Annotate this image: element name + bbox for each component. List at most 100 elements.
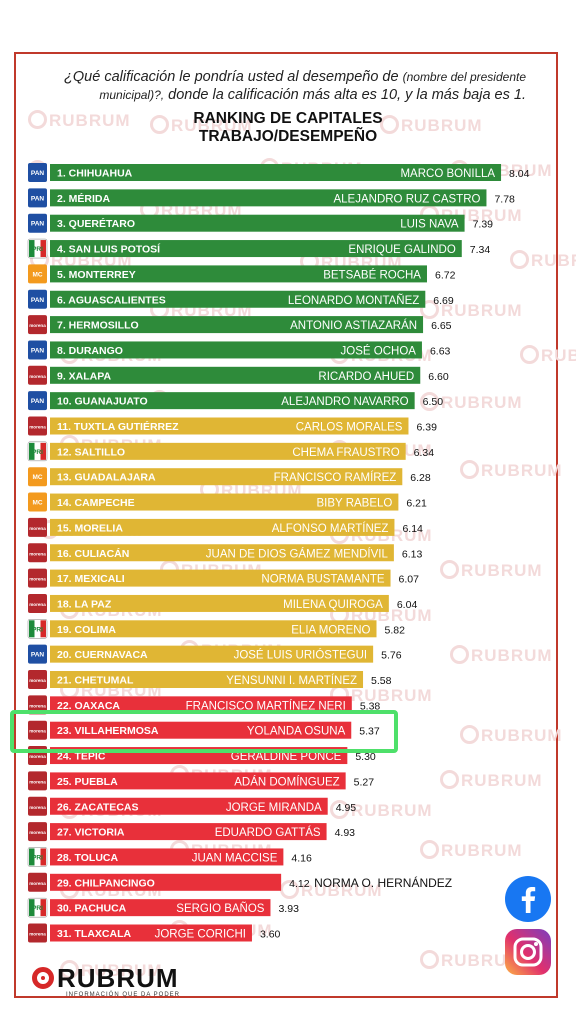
bar	[50, 392, 415, 410]
bar	[50, 417, 409, 435]
watermark-ring-icon	[520, 345, 539, 364]
bar-row: PAN 8. DURANGO JOSÉ OCHOA 6.63	[28, 340, 451, 360]
party-badge-icon: morena	[28, 796, 47, 816]
value-label: 6.14	[402, 523, 423, 535]
category-label: 16. CULIACÁN	[57, 547, 129, 560]
value-label: 5.82	[385, 624, 406, 636]
party-badge-icon: morena	[28, 695, 47, 715]
bar	[50, 544, 394, 562]
category-label: 27. VICTORIA	[57, 827, 125, 839]
party-badge-bg	[28, 492, 47, 512]
value-label: 3.93	[278, 903, 299, 915]
party-badge-bg	[28, 289, 47, 309]
bar-row: morena 15. MORELIA ALFONSO MARTÍNEZ 6.14	[28, 517, 423, 537]
party-badge-stripe	[29, 442, 35, 460]
logo-word: RUBRUM	[57, 963, 179, 993]
category-label: 17. MEXICALI	[57, 573, 125, 585]
party-badge-label: PAN	[31, 297, 45, 304]
watermark-ring-icon	[150, 115, 169, 134]
watermark-text: RUBRUM	[351, 801, 433, 820]
watermark-ring-icon	[440, 560, 459, 579]
party-badge-label: morena	[29, 932, 46, 937]
value-label: 5.58	[371, 675, 392, 687]
bar	[50, 620, 377, 638]
mayor-name: FRANCISCO RAMÍREZ	[274, 471, 397, 484]
bar-row: morena 11. TUXTLA GUTIÉRREZ CARLOS MORALES…	[28, 416, 437, 436]
category-label: 31. TLAXCALA	[57, 928, 132, 940]
chart-title: RANKING DE CAPITALES TRABAJO/DESEMPEÑO	[150, 110, 426, 146]
bar-row: morena 27. VICTORIA EDUARDO GATTÁS 4.93	[28, 822, 356, 842]
category-label: 24. TEPIC	[57, 751, 106, 763]
party-badge-icon: PAN	[28, 163, 47, 182]
category-label: 3. QUERÉTARO	[57, 217, 135, 230]
instagram-icon[interactable]	[504, 928, 552, 976]
party-badge-stripe	[40, 848, 46, 866]
value-label: 6.07	[399, 574, 420, 586]
watermark-text: RUBRUM	[49, 111, 131, 130]
mayor-name: RICARDO AHUED	[318, 371, 414, 383]
watermark: RUBRUM	[450, 645, 553, 666]
mayor-name: ADÁN DOMÍNGUEZ	[234, 775, 339, 788]
party-badge-bg	[28, 568, 47, 588]
party-badge-icon: morena	[28, 593, 47, 613]
value-label: 6.60	[428, 371, 449, 383]
value-label: 4.93	[335, 827, 356, 839]
category-label: 19. COLIMA	[57, 624, 116, 636]
watermark-text: RUBRUM	[301, 881, 383, 900]
watermark: RUBRUM	[460, 460, 563, 481]
party-badge-bg	[28, 163, 47, 182]
value-label: 6.50	[423, 396, 444, 408]
bar	[50, 214, 465, 232]
party-badge-label: PRI	[32, 626, 43, 633]
party-badge-icon: PAN	[28, 213, 47, 233]
watermark: RUBRUM	[330, 800, 433, 821]
facebook-icon[interactable]	[504, 875, 552, 923]
bar	[50, 899, 271, 917]
value-label: 5.76	[381, 650, 402, 662]
watermark: RUBRUM	[520, 345, 576, 366]
watermark-ring-icon	[440, 770, 459, 789]
party-badge-label: morena	[29, 678, 46, 683]
category-label: 25. PUEBLA	[57, 776, 118, 788]
party-badge-label: PRI	[32, 449, 43, 456]
party-badge-bg	[28, 467, 47, 487]
bar	[50, 569, 391, 587]
survey-question: ¿Qué calificación le pondría usted al de…	[30, 68, 526, 104]
bar-row: morena 7. HERMOSILLO ANTONIO ASTIAZARÁN 6.6…	[28, 315, 452, 335]
party-badge-icon: MC	[28, 467, 47, 487]
mayor-name: ALEJANDRO NAVARRO	[281, 396, 408, 408]
category-label: 2. MÉRIDA	[57, 192, 111, 205]
party-badge-icon: PRI	[27, 618, 48, 639]
value-label: 7.39	[473, 219, 494, 231]
bar	[50, 316, 424, 334]
watermark-ring-icon	[420, 300, 439, 319]
watermark: RUBRUM	[380, 115, 483, 136]
category-label: 11. TUXTLA GUTIÉRREZ	[57, 420, 179, 433]
party-badge-label: morena	[29, 577, 46, 582]
watermark-text: RUBRUM	[541, 346, 576, 365]
bar-row: morena 21. CHETUMAL YENSUNNI I. MARTÍNEZ 5.…	[28, 670, 392, 689]
party-badge-bg	[28, 695, 47, 715]
bar	[50, 265, 427, 283]
party-badge-label: morena	[29, 805, 46, 810]
watermark-text: RUBRUM	[401, 116, 483, 135]
rubrum-logo: RUBRUM INFORMACIÓN QUE DA PODER	[32, 963, 179, 998]
party-badge-label: PAN	[31, 398, 45, 405]
bar-row: morena 31. TLAXCALA JORGE CORICHI 3.60	[28, 923, 281, 943]
mayor-name: JOSÉ LUIS URIÓSTEGUI	[234, 649, 368, 662]
value-label: 5.37	[359, 726, 380, 738]
mayor-name: SERGIO BAÑOS	[176, 902, 265, 915]
party-badge-icon: morena	[28, 568, 47, 588]
bar-row: PAN 6. AGUASCALIENTES LEONARDO MONTAÑEZ 6.6…	[28, 289, 454, 309]
category-label: 20. CUERNAVACA	[57, 649, 148, 661]
mayor-name: JOSÉ OCHOA	[341, 344, 417, 357]
bar-row: PRI 4. SAN LUIS POTOSÍ ENRIQUE GALINDO 7.34	[27, 238, 491, 259]
bar-row: morena 17. MEXICALI NORMA BUSTAMANTE 6.07	[28, 568, 420, 588]
bar-row: PAN 2. MÉRIDA ALEJANDRO RUZ CASTRO 7.78	[28, 188, 515, 208]
logo-tagline: INFORMACIÓN QUE DA PODER	[66, 992, 181, 998]
party-badge-icon: morena	[28, 720, 47, 740]
party-badge-label: morena	[29, 881, 46, 886]
bar	[50, 493, 399, 511]
value-label: 7.34	[470, 244, 491, 256]
